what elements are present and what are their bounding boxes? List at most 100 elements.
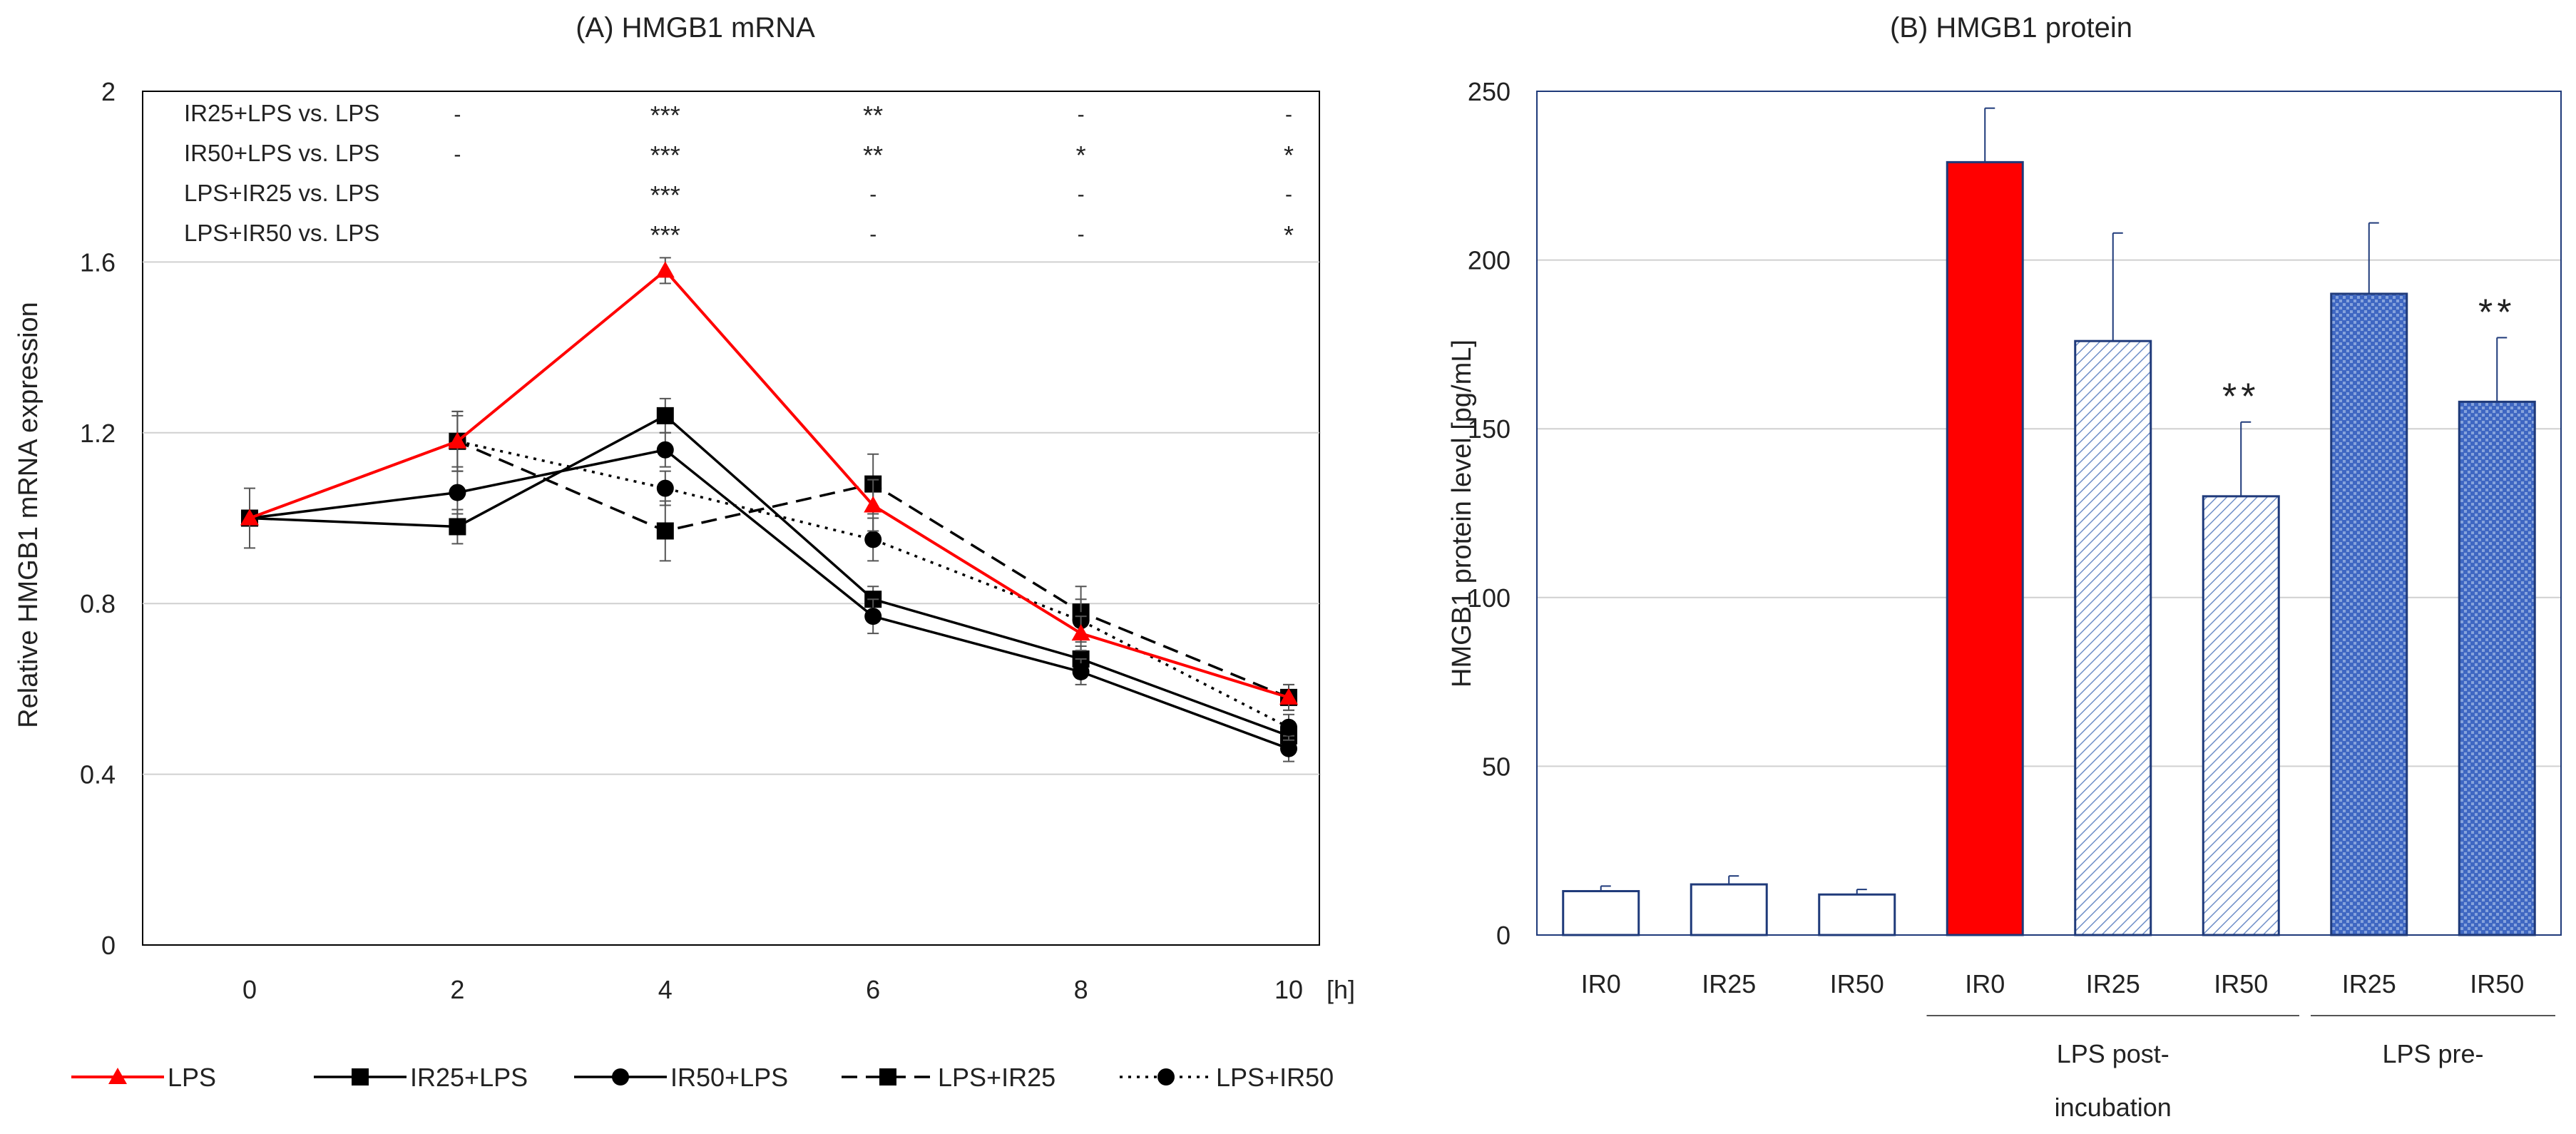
series-line [249,448,1289,750]
bar [1946,160,2024,936]
panel-b-x-tick-label: IR25 [2086,969,2140,998]
significance-row-label: LPS+IR25 vs. LPS [184,180,379,206]
legend-item-ir50-lps: IR50+LPS [574,1063,788,1092]
bar [1690,883,1768,936]
data-point [864,608,882,625]
panel-b-protein-chart: (B) HMGB1 protein 0 50 100 150 200 250 HMGB1 … [1447,12,2562,1122]
panel-a-y-tick-label: 2 [101,77,116,106]
significance-mark: *** [650,101,680,130]
panel-b-x-tick-label: IR25 [1702,969,1756,998]
legend-label: IR25+LPS [410,1063,528,1092]
data-point [240,509,259,526]
panel-a-x-tick-label: 8 [1074,975,1088,1004]
panel-a-y-axis-label: Relative HMGB1 mRNA expression [14,302,44,728]
series-ir50-lps [241,431,1297,762]
legend-label: LPS [168,1063,216,1092]
data-point [1071,624,1090,641]
significance-mark: * [1284,220,1294,250]
panel-a-mrna-chart: (A) HMGB1 mRNA 0 0.4 0.8 1.2 1.6 2 0 2 4 6 8 10 [h… [14,12,1355,1004]
legend-label: LPS+IR25 [938,1063,1056,1092]
data-point [448,431,467,449]
series-line [249,439,1289,729]
panel-a-y-tick-label: 0 [101,931,116,960]
panel-a-x-tick-label: 6 [866,975,880,1004]
panel-a-y-tick-label: 1.2 [80,419,116,448]
significance-mark: - [869,183,876,206]
panel-b-title: (B) HMGB1 protein [1890,12,2132,44]
panel-b-group-labels: LPS post-incubation LPS pre- [1926,1015,2555,1122]
significance-mark: - [869,223,876,246]
significance-mark: *** [650,180,680,210]
significance-mark: - [1285,103,1292,126]
significance-mark: - [1078,183,1085,206]
significance-mark: - [1285,183,1292,206]
significance-mark: - [1078,223,1085,246]
bar-group: ** [2202,377,2280,936]
significance-row-label: IR50+LPS vs. LPS [184,140,379,166]
bar-group [2074,232,2152,936]
legend-marker [108,1068,127,1084]
bar-group: ** [2458,292,2536,936]
significance-mark: * [1076,141,1086,170]
series-lps-ir25 [241,410,1297,711]
panel-b-x-tick-label: IR0 [1581,969,1621,998]
legend-item-lps-ir25: LPS+IR25 [842,1063,1056,1092]
panel-a-y-tick-labels: 0 0.4 0.8 1.2 1.6 2 [80,77,116,960]
panel-b-y-tick-label: 50 [1482,752,1511,781]
panel-b-x-tick-label: IR50 [2214,969,2268,998]
panel-a-legend: LPS IR25+LPS IR50+LPS LPS+IR25 LPS+IR50 [71,1063,1334,1092]
group-label-line: LPS post- [2057,1039,2169,1068]
significance-mark: ** [2222,377,2259,418]
significance-mark: *** [650,220,680,250]
significance-mark: - [454,103,461,126]
panel-b-y-axis-label: HMGB1 protein level [pg/mL] [1447,339,1477,688]
group-label-line: incubation [2055,1093,2172,1122]
bar [2458,400,2536,936]
data-point [864,531,882,548]
bar-group [1946,107,2024,936]
data-point [449,518,466,536]
panel-b-y-tick-label: 150 [1468,414,1511,444]
data-point [864,496,883,513]
panel-b-y-tick-labels: 0 50 100 150 200 250 [1468,77,1511,950]
series-ir25-lps [241,397,1297,750]
significance-mark: * [1284,141,1294,170]
significance-mark: - [1078,103,1085,126]
significance-mark: - [454,143,461,166]
panel-b-plot-frame [1536,91,2562,936]
series-line [249,439,1289,699]
panel-a-gridlines [143,261,1319,775]
significance-mark: *** [650,141,680,170]
legend-marker [1157,1068,1175,1086]
data-point [655,261,675,278]
group-label: LPS pre- [2311,1015,2555,1068]
bar [2202,495,2280,936]
panel-a-y-tick-label: 0.4 [80,760,116,790]
panel-a-y-tick-label: 1.6 [80,247,116,277]
significance-row-label: LPS+IR50 vs. LPS [184,220,379,246]
legend-item-ir25-lps: IR25+LPS [314,1063,528,1092]
panel-a-plot-frame [142,91,1320,946]
legend-marker [352,1068,369,1086]
data-point [656,407,674,424]
bar [1818,893,1896,936]
data-point [656,522,674,540]
bar [1562,889,1640,936]
bar [2330,292,2408,936]
panel-a-significance-table: IR25+LPS vs. LPS - *** ** - -IR50+LPS vs. LPS… [184,100,1294,250]
panel-a-x-tick-label: 4 [658,975,673,1004]
series-lps-ir50 [241,414,1297,741]
panel-a-title: (A) HMGB1 mRNA [576,12,815,44]
data-point [1072,663,1090,680]
bar-group [1690,875,1768,936]
legend-item-lps-ir50: LPS+IR50 [1120,1063,1334,1092]
data-point [1279,688,1298,705]
panel-b-x-tick-label: IR50 [2470,969,2524,998]
significance-mark: ** [2478,292,2515,333]
data-point [1280,718,1297,736]
panel-b-x-tick-label: IR0 [1965,969,2005,998]
panel-a-y-tick-label: 0.8 [80,589,116,618]
legend-marker [879,1068,896,1086]
panel-b-y-tick-label: 100 [1468,583,1511,613]
